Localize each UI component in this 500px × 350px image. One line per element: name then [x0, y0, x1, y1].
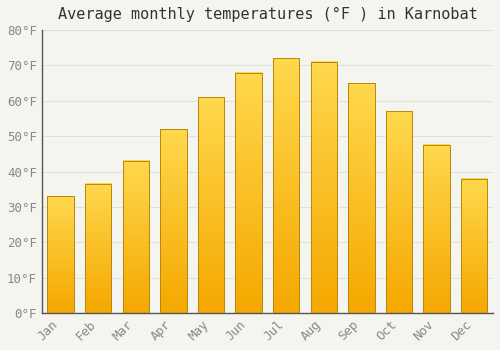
Title: Average monthly temperatures (°F ) in Karnobat: Average monthly temperatures (°F ) in Ka… [58, 7, 478, 22]
Bar [48, 196, 74, 313]
Bar [122, 161, 149, 313]
Bar [198, 97, 224, 313]
Bar [236, 72, 262, 313]
Bar [85, 184, 112, 313]
Bar [273, 58, 299, 313]
Bar [386, 111, 412, 313]
Bar [160, 129, 186, 313]
Bar [310, 62, 337, 313]
Bar [461, 178, 487, 313]
Bar [424, 145, 450, 313]
Bar [348, 83, 374, 313]
